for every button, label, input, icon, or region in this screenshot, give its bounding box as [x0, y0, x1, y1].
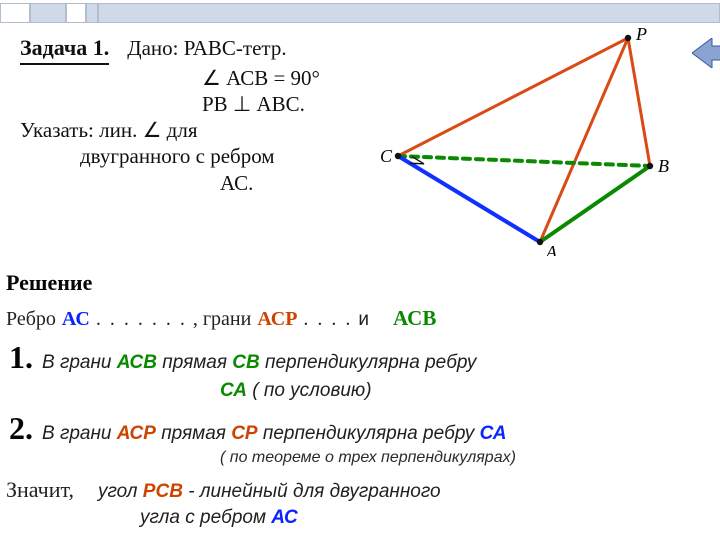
given-line-1: ∠ АСВ = 90°	[202, 65, 320, 91]
conclusion-row: Значит, угол РСВ - линейный для двугранн…	[6, 477, 700, 503]
step-body-cont: СА ( по условию)	[220, 380, 700, 402]
svg-text:C: C	[380, 146, 393, 166]
ruler-segment	[30, 3, 66, 23]
back-arrow-icon	[692, 38, 720, 68]
ruler-segment	[86, 3, 98, 23]
given-line-5: АС.	[220, 170, 320, 196]
face-1: АСР	[257, 308, 297, 331]
label-edge: Ребро	[6, 308, 56, 331]
ruler-segment	[0, 3, 30, 23]
given-line-2: РВ ⊥ АВС.	[202, 91, 320, 117]
face-2: АСВ	[393, 306, 436, 331]
given-line-0: Дано: РАВС-тетр.	[127, 36, 286, 60]
ruler-segment	[66, 3, 86, 23]
step-note: ( по теореме о трех перпендикулярах)	[220, 449, 700, 467]
given-line-3: Указать: лин. ∠ для	[20, 117, 320, 143]
dots-1: . . . . . . .	[96, 308, 187, 331]
solution-step-1: 1. В грани АСВ прямая СВ перпендикулярна …	[6, 341, 700, 374]
solution-header: Решение	[6, 270, 700, 296]
svg-text:B: B	[658, 156, 669, 176]
label-faces: , грани	[193, 308, 252, 331]
conclusion-body-2: угла с ребром АС	[140, 507, 700, 529]
tetrahedron-figure: P C B A	[360, 26, 680, 256]
edge-faces-line: Ребро АС . . . . . . . , грани АСР . . .…	[6, 306, 700, 331]
given-line-4: двугранного с ребром	[80, 143, 320, 169]
conclusion-body: угол РСВ - линейный для двугранного	[98, 481, 441, 503]
handwritten-given: Задача 1. Дано: РАВС-тетр. ∠ АСВ = 90° Р…	[20, 34, 320, 196]
svg-text:P: P	[635, 26, 647, 44]
svg-text:A: A	[545, 242, 558, 256]
ruler-segment	[98, 3, 720, 23]
step-number: 2.	[6, 412, 36, 444]
step-body: В грани АСВ прямая СВ перпендикулярна ре…	[42, 352, 476, 374]
dots-2: . . . .	[303, 308, 352, 331]
step-number: 1.	[6, 341, 36, 373]
step-body: В грани АСР прямая СР перпендикулярна ре…	[42, 423, 507, 445]
slide-frame: Задача 1. Дано: РАВС-тетр. ∠ АСВ = 90° Р…	[0, 0, 720, 540]
conclusion-lead: Значит,	[6, 477, 74, 503]
label-and: и	[358, 309, 369, 331]
edge-name: АС	[62, 308, 90, 331]
solution-block: Решение Ребро АС . . . . . . . , грани А…	[0, 264, 700, 529]
ruler-strip	[0, 0, 720, 24]
slide-content: Задача 1. Дано: РАВС-тетр. ∠ АСВ = 90° Р…	[0, 26, 720, 540]
problem-title: Задача 1.	[20, 34, 109, 65]
solution-step-2: 2. В грани АСР прямая СР перпендикулярна …	[6, 412, 700, 445]
